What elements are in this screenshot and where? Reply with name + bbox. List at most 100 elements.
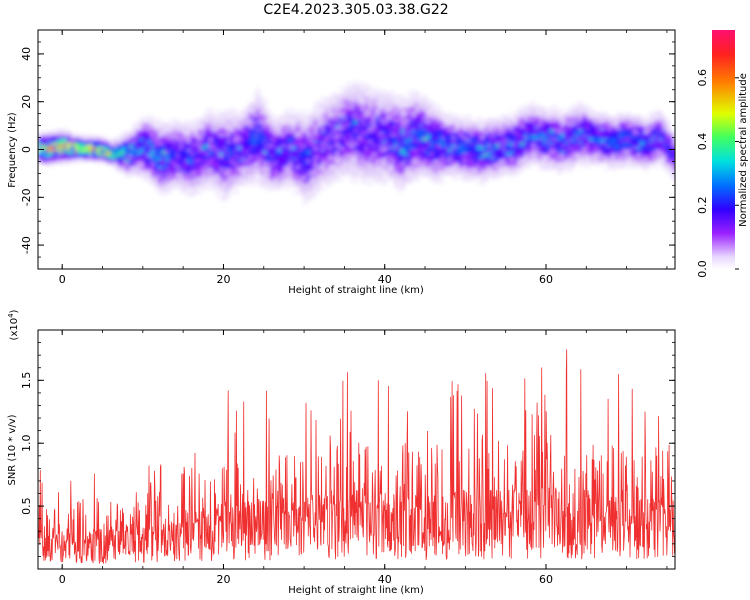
heatmap-cell [379,152,384,156]
heatmap-cell [317,142,322,145]
heatmap-cell [262,109,268,113]
heatmap-cell [564,116,569,120]
heatmap-cell [560,159,565,163]
heatmap-cell [244,114,250,117]
heatmap-cell [622,127,627,130]
heatmap-cell [317,189,322,193]
heatmap-cell [295,161,300,165]
heatmap-cell [524,133,529,137]
heatmap-cell [618,135,623,139]
heatmap-cell [382,146,387,150]
heatmap-cell [81,146,86,150]
heatmap-cell [190,170,195,173]
heatmap-cell [302,120,308,124]
heatmap-cell [509,111,514,115]
heatmap-cell [346,90,351,94]
heatmap-cell [448,111,453,115]
heatmap-cell [408,96,413,100]
heatmap-cell [575,124,580,128]
heatmap-cell [121,148,126,152]
heatmap-cell [146,144,152,147]
heatmap-cell [542,111,547,115]
heatmap-cell [469,157,475,160]
heatmap-cell [255,150,260,154]
heatmap-cell [353,170,358,173]
heatmap-cell [614,137,620,141]
heatmap-cell [440,152,445,156]
heatmap-cell [451,163,456,167]
heatmap-cell [542,163,547,167]
heatmap-cell [382,170,387,173]
heatmap-cell [324,144,329,147]
heatmap-cell [509,139,514,143]
heatmap-cell [230,176,235,180]
heatmap-cell [477,144,482,147]
heatmap-cell [266,150,271,154]
heatmap-cell [266,109,271,113]
heatmap-cell [302,133,308,137]
heatmap-cell [386,170,391,173]
heatmap-cell [143,129,148,132]
heatmap-cell [38,159,43,163]
heatmap-cell [223,133,228,137]
heatmap-cell [422,94,427,98]
heatmap-cell [607,161,612,165]
heatmap-cell [194,148,199,152]
heatmap-cell [172,144,177,147]
heatmap-cell [549,163,554,167]
heatmap-cell [484,139,489,143]
heatmap-cell [364,94,369,98]
heatmap-cell [161,148,166,152]
heatmap-cell [371,101,377,104]
heatmap-cell [346,129,351,132]
heatmap-cell [556,148,562,152]
heatmap-cell [237,176,242,180]
heatmap-cell [248,101,253,104]
heatmap-cell [429,122,435,126]
heatmap-cell [223,174,228,178]
heatmap-cell [516,129,522,132]
heatmap-cell [411,111,416,115]
heatmap-cell [531,114,536,117]
heatmap-cell [212,131,217,135]
heatmap-cell [77,142,83,145]
heatmap-cell [578,129,583,132]
heatmap-cell [266,146,271,150]
heatmap-cell [393,157,398,160]
heatmap-cell [491,124,496,128]
heatmap-cell [230,120,235,124]
heatmap-cell [197,150,202,154]
heatmap-cell [589,139,594,143]
heatmap-cell [63,152,68,156]
heatmap-cell [520,109,525,113]
heatmap-cell [451,139,456,143]
heatmap-cell [382,114,387,117]
heatmap-cell [259,99,264,102]
heatmap-cell [255,139,260,143]
heatmap-cell [335,146,340,150]
heatmap-cell [291,135,297,139]
heatmap-cell [614,142,620,145]
heatmap-cell [368,152,373,156]
heatmap-cell [346,101,351,104]
heatmap-cell [302,157,308,160]
heatmap-cell [346,111,351,115]
heatmap-cell [223,135,228,139]
heatmap-cell [230,165,235,169]
heatmap-cell [244,142,250,145]
heatmap-cell [248,142,253,145]
heatmap-cell [357,103,362,107]
heatmap-cell [201,120,206,124]
heatmap-cell [255,133,260,137]
heatmap-cell [444,157,449,160]
heatmap-cell [194,122,199,126]
heatmap-cell [291,133,297,137]
heatmap-cell [549,154,554,158]
heatmap-cell [433,109,438,113]
heatmap-cell [386,167,391,171]
heatmap-cell [448,139,453,143]
heatmap-cell [622,133,627,137]
heatmap-cell [360,154,366,158]
heatmap-cell [150,180,155,184]
heatmap-cell [252,118,257,122]
